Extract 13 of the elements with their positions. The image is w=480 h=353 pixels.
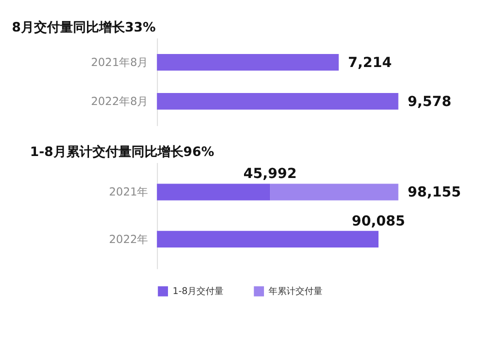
y-tick-label: 2022年 [109, 232, 148, 246]
data-label: 7,214 [348, 54, 392, 71]
y-tick-label: 2021年 [109, 186, 148, 199]
legend-label: 1-8月交付量 [172, 286, 224, 298]
data-label: 90,085 [352, 213, 406, 230]
data-label: 9,578 [408, 94, 452, 110]
data-label: 45,992 [243, 166, 297, 182]
legend-label: 年累计交付量 [268, 286, 323, 298]
total-label: 98,155 [408, 184, 461, 201]
y-tick-label: 2021年8月 [90, 56, 148, 69]
y-tick-label: 2022年8月 [90, 94, 148, 108]
chart-title: 8月交付量同比增长33% [12, 19, 156, 36]
chart-title: 1-8月累计交付量同比增长96% [30, 144, 214, 160]
